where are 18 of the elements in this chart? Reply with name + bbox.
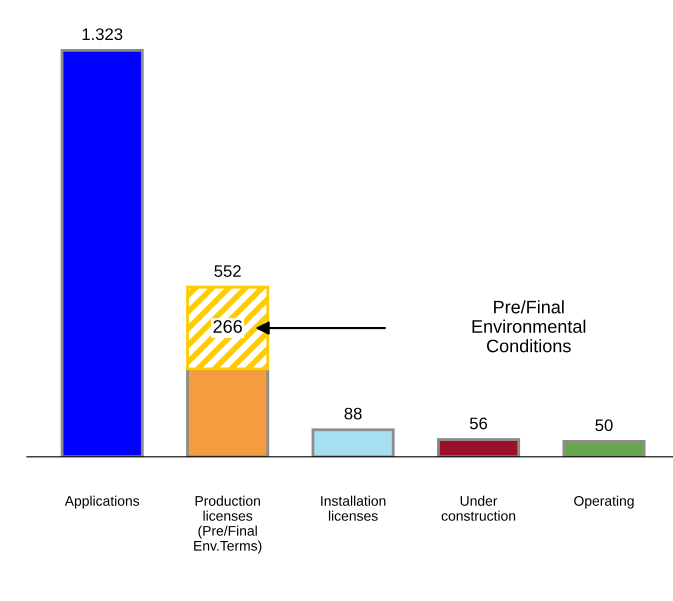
total-label: 56: [470, 418, 488, 430]
bar: [60, 48, 144, 457]
bar: [562, 440, 646, 457]
bar: [437, 438, 520, 457]
data-label: 266: [213, 320, 242, 333]
bar: [186, 286, 270, 370]
annotation: Pre/Final Environmental Conditions: [472, 300, 586, 352]
x-tick-label: Operating: [574, 496, 634, 509]
total-label: 552: [214, 265, 241, 277]
total-label: 50: [595, 419, 613, 432]
x-tick-label: Applications: [64, 496, 140, 509]
x-tick-label: Under construction: [442, 496, 516, 521]
bar: [312, 428, 395, 457]
total-label: 1.323: [82, 28, 122, 40]
total-label: 88: [344, 408, 362, 420]
x-tick-label: Installation licenses: [321, 496, 386, 521]
x-tick-label: Production licenses (Pre/Final Env.Terms): [194, 496, 262, 554]
bar: [186, 368, 270, 457]
